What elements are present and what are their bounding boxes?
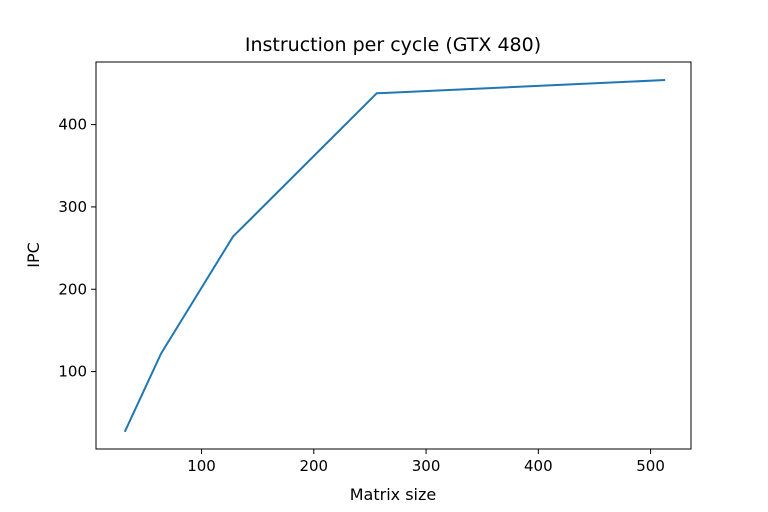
y-tick-label: 400 (58, 116, 87, 134)
axes-frame (95, 61, 692, 450)
y-tick-label: 100 (58, 363, 87, 381)
x-tick-label: 200 (299, 457, 328, 475)
chart-title: Instruction per cycle (GTX 480) (245, 34, 541, 56)
tick-layer: 100 200 300 400 500 100 200 300 400 (58, 116, 665, 475)
x-axis-label: Matrix size (350, 485, 436, 504)
y-tick-label: 300 (58, 198, 87, 216)
x-tick-label: 500 (636, 457, 665, 475)
y-axis-label: IPC (24, 242, 43, 268)
y-tick-label: 200 (58, 280, 87, 298)
x-tick-label: 100 (187, 457, 216, 475)
x-tick-label: 400 (524, 457, 553, 475)
x-tick-label: 300 (412, 457, 441, 475)
series-line (123, 79, 666, 433)
series-layer (123, 79, 666, 433)
